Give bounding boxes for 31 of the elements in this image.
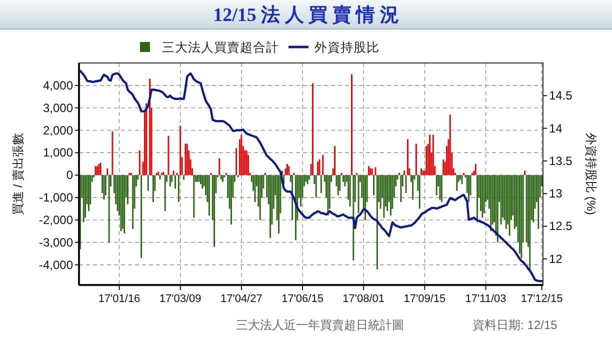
legend-label: 三大法人買賣超合計 bbox=[162, 40, 279, 54]
x-tick-label: 17'04/27 bbox=[220, 293, 262, 305]
text: 資料日期: 12/15 bbox=[472, 318, 558, 332]
x-tick-label: 17'08/01 bbox=[342, 293, 385, 305]
y2-axis-title: 外資持股比 (%) bbox=[584, 133, 598, 215]
y-tick-label: -4,000 bbox=[38, 258, 74, 272]
y2-tick-label: 12.5 bbox=[549, 219, 573, 234]
x-tick-label: 17'11/03 bbox=[465, 293, 506, 305]
y2-tick-label: 14.5 bbox=[549, 88, 573, 103]
y-tick-label: 1,000 bbox=[42, 146, 74, 160]
y-tick-label: 2,000 bbox=[42, 123, 74, 138]
legend-label: 外資持股比 bbox=[314, 40, 380, 54]
x-tick-label: 17'09/15 bbox=[404, 293, 446, 305]
x-tick-label: 17'01/16 bbox=[98, 293, 140, 305]
chart-title: 12/15 法 人 買 賣 情 況 bbox=[213, 4, 399, 26]
text: 三大法人近一年買賣超日統計圖 bbox=[236, 318, 404, 332]
y-axis-title: 買進 / 賣出張數 bbox=[11, 132, 25, 216]
y-tick-label: -2,000 bbox=[38, 212, 74, 227]
line-series bbox=[79, 70, 543, 282]
x-tick-label: 17'12/15 bbox=[520, 293, 563, 305]
y-tick-label: 4,000 bbox=[42, 78, 74, 92]
y2-tick-label: 13 bbox=[549, 186, 563, 201]
x-tick-label: 17'06/15 bbox=[282, 293, 324, 305]
y2-tick-label: 12 bbox=[549, 252, 563, 266]
y2-tick-label: 14 bbox=[549, 121, 563, 136]
y-tick-label: -1,000 bbox=[38, 190, 74, 205]
y-tick-label: -3,000 bbox=[38, 235, 74, 250]
y-tick-label: 0 bbox=[66, 168, 74, 182]
y-tick-label: 3,000 bbox=[42, 100, 74, 115]
x-tick-label: 17'03/09 bbox=[159, 293, 202, 305]
y2-tick-label: 13.5 bbox=[549, 154, 573, 168]
